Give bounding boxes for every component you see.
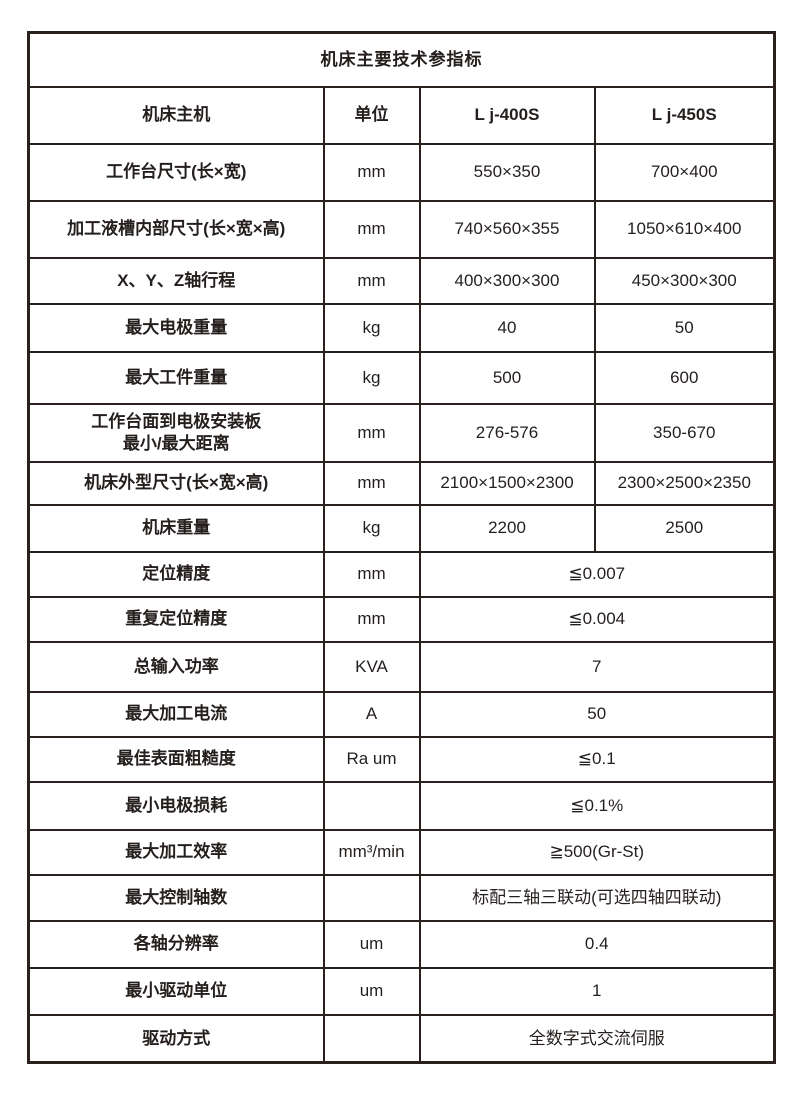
row-unit-cell: kg: [322, 302, 421, 353]
row-label-cell: 最小驱动单位: [27, 966, 325, 1016]
row-value-cell-model1: 740×560×355: [418, 199, 596, 259]
row-merged-value-cell: 0.4: [418, 919, 776, 969]
row-unit-cell: A: [322, 690, 421, 738]
row-merged-value-cell: 全数字式交流伺服: [418, 1013, 776, 1064]
row-value-cell-model1: 550×350: [418, 142, 596, 202]
spec-row: 最佳表面粗糙度 Ra um ≦0.1: [27, 735, 776, 783]
row-unit-cell: KVA: [322, 640, 421, 693]
spec-row: 工作台尺寸(长×宽) mm 550×350 700×400: [27, 142, 776, 202]
row-value-cell-model1: 500: [418, 350, 596, 405]
spec-row: 最小电极损耗 ≦0.1%: [27, 780, 776, 831]
row-unit-cell: mm³/min: [322, 828, 421, 876]
row-value-cell-model2: 600: [593, 350, 776, 405]
row-label-cell: 最大电极重量: [27, 302, 325, 353]
spec-row: 最大控制轴数 标配三轴三联动(可选四轴四联动): [27, 873, 776, 922]
row-unit-cell: mm: [322, 460, 421, 506]
row-merged-value-cell: 1: [418, 966, 776, 1016]
row-label-cell: 定位精度: [27, 550, 325, 598]
row-unit-cell: mm: [322, 142, 421, 202]
row-merged-value-cell: ≦0.004: [418, 595, 776, 643]
spec-row: 最大加工电流 A 50: [27, 690, 776, 738]
table-title: 机床主要技术参指标: [27, 31, 776, 88]
row-label-cell: 工作台尺寸(长×宽): [27, 142, 325, 202]
row-label-cell: 机床重量: [27, 503, 325, 553]
row-label-cell: 机床外型尺寸(长×宽×高): [27, 460, 325, 506]
spec-row: 最小驱动单位 um 1: [27, 966, 776, 1016]
row-value-cell-model2: 1050×610×400: [593, 199, 776, 259]
row-unit-cell: Ra um: [322, 735, 421, 783]
spec-row: 总输入功率 KVA 7: [27, 640, 776, 693]
header-unit-cell: 单位: [322, 85, 421, 145]
row-label-cell: 加工液槽内部尺寸(长×宽×高): [27, 199, 325, 259]
row-unit-cell: um: [322, 966, 421, 1016]
spec-row: 工作台面到电极安装板 最小/最大距离 mm 276-576 350-670: [27, 402, 776, 463]
row-label-cell: 最大控制轴数: [27, 873, 325, 922]
spec-row: 机床重量 kg 2200 2500: [27, 503, 776, 553]
row-label-cell: 驱动方式: [27, 1013, 325, 1064]
row-value-cell-model1: 2200: [418, 503, 596, 553]
title-row: 机床主要技术参指标: [27, 31, 776, 88]
header-label-cell: 机床主机: [27, 85, 325, 145]
spec-table-body: 机床主要技术参指标 机床主机 单位 L j-400S L j-450S 工作台尺…: [27, 31, 776, 1064]
row-label-cell: 最大工件重量: [27, 350, 325, 405]
spec-row: 最大加工效率 mm³/min ≧500(Gr-St): [27, 828, 776, 876]
row-label-cell: 最大加工电流: [27, 690, 325, 738]
row-unit-cell: [322, 873, 421, 922]
header-row: 机床主机 单位 L j-400S L j-450S: [27, 85, 776, 145]
spec-row: 最大电极重量 kg 40 50: [27, 302, 776, 353]
header-model1-cell: L j-400S: [418, 85, 596, 145]
row-value-cell-model2: 2500: [593, 503, 776, 553]
row-value-cell-model1: 2100×1500×2300: [418, 460, 596, 506]
spec-row: 定位精度 mm ≦0.007: [27, 550, 776, 598]
row-unit-cell: [322, 1013, 421, 1064]
row-unit-cell: [322, 780, 421, 831]
row-value-cell-model2: 50: [593, 302, 776, 353]
row-label-cell: 重复定位精度: [27, 595, 325, 643]
spec-row: 重复定位精度 mm ≦0.004: [27, 595, 776, 643]
row-label-cell: 工作台面到电极安装板 最小/最大距离: [27, 402, 325, 463]
row-label-cell: 最大加工效率: [27, 828, 325, 876]
row-unit-cell: mm: [322, 256, 421, 305]
row-unit-cell: kg: [322, 503, 421, 553]
row-unit-cell: kg: [322, 350, 421, 405]
spec-row: 驱动方式 全数字式交流伺服: [27, 1013, 776, 1064]
row-value-cell-model1: 40: [418, 302, 596, 353]
row-label-cell: 最小电极损耗: [27, 780, 325, 831]
row-merged-value-cell: ≧500(Gr-St): [418, 828, 776, 876]
row-label-cell: 各轴分辨率: [27, 919, 325, 969]
spec-table: 机床主要技术参指标 机床主机 单位 L j-400S L j-450S 工作台尺…: [27, 31, 776, 1064]
row-value-cell-model2: 350-670: [593, 402, 776, 463]
row-unit-cell: mm: [322, 595, 421, 643]
row-value-cell-model2: 2300×2500×2350: [593, 460, 776, 506]
spec-row: 机床外型尺寸(长×宽×高) mm 2100×1500×2300 2300×2500×2…: [27, 460, 776, 506]
header-model2-cell: L j-450S: [593, 85, 776, 145]
spec-row: 最大工件重量 kg 500 600: [27, 350, 776, 405]
row-label-cell: 总输入功率: [27, 640, 325, 693]
row-unit-cell: mm: [322, 550, 421, 598]
row-value-cell-model1: 276-576: [418, 402, 596, 463]
row-merged-value-cell: 标配三轴三联动(可选四轴四联动): [418, 873, 776, 922]
spec-row: X、Y、Z轴行程 mm 400×300×300 450×300×300: [27, 256, 776, 305]
row-unit-cell: mm: [322, 402, 421, 463]
row-merged-value-cell: 7: [418, 640, 776, 693]
row-value-cell-model1: 400×300×300: [418, 256, 596, 305]
row-merged-value-cell: ≦0.007: [418, 550, 776, 598]
row-merged-value-cell: ≦0.1%: [418, 780, 776, 831]
row-label-cell: 最佳表面粗糙度: [27, 735, 325, 783]
row-unit-cell: um: [322, 919, 421, 969]
row-merged-value-cell: ≦0.1: [418, 735, 776, 783]
spec-row: 加工液槽内部尺寸(长×宽×高) mm 740×560×355 1050×610×400: [27, 199, 776, 259]
row-merged-value-cell: 50: [418, 690, 776, 738]
spec-row: 各轴分辨率 um 0.4: [27, 919, 776, 969]
row-unit-cell: mm: [322, 199, 421, 259]
row-value-cell-model2: 450×300×300: [593, 256, 776, 305]
row-value-cell-model2: 700×400: [593, 142, 776, 202]
row-label-cell: X、Y、Z轴行程: [27, 256, 325, 305]
